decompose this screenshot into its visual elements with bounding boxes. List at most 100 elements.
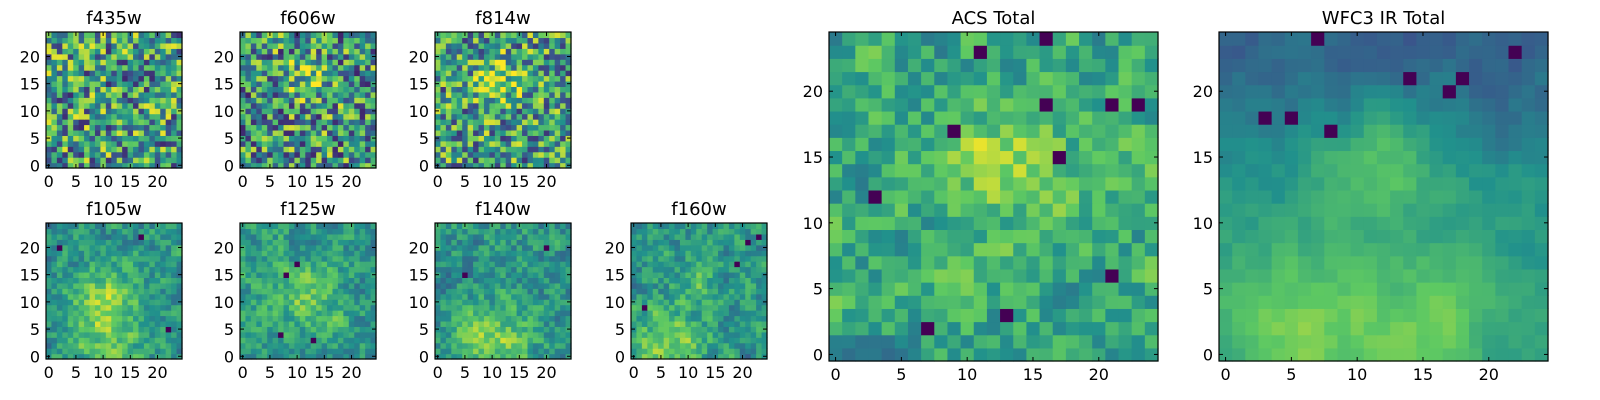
- heatmap-cell: [73, 124, 80, 131]
- y-tick-label: 5: [419, 129, 429, 148]
- heatmap-cell: [462, 250, 469, 257]
- heatmap-cell: [707, 266, 714, 273]
- heatmap-cell: [478, 53, 485, 60]
- heatmap-cell: [554, 129, 561, 136]
- heatmap-cell: [89, 129, 96, 136]
- heatmap-cell: [1052, 295, 1067, 309]
- heatmap-cell: [473, 48, 480, 55]
- heatmap-cell: [669, 277, 676, 284]
- heatmap-cell: [272, 42, 279, 49]
- heatmap-cell: [256, 233, 263, 240]
- heatmap-cell: [240, 288, 247, 295]
- heatmap-cell: [1052, 321, 1067, 336]
- heatmap-cell: [84, 86, 91, 93]
- heatmap-cell: [46, 228, 53, 235]
- heatmap-cell: [165, 223, 172, 230]
- heatmap-cell: [440, 151, 447, 158]
- heatmap-cell: [294, 129, 301, 136]
- y-tick-label: 5: [615, 320, 625, 339]
- x-tick-label: 0: [238, 172, 248, 191]
- heatmap-cell: [445, 266, 452, 273]
- heatmap-cell: [1144, 229, 1159, 244]
- heatmap-cell: [359, 80, 366, 87]
- heatmap-cell: [354, 102, 361, 109]
- heatmap-cell: [127, 157, 134, 164]
- heatmap-cell: [538, 244, 545, 251]
- heatmap-cell: [332, 129, 339, 136]
- heatmap-cell: [154, 151, 161, 158]
- heatmap-cell: [299, 59, 306, 66]
- heatmap-cell: [138, 86, 145, 93]
- heatmap-cell: [316, 250, 323, 257]
- heatmap-cell: [240, 48, 247, 55]
- heatmap-cell: [370, 239, 377, 246]
- heatmap-cell: [337, 282, 344, 289]
- heatmap-cell: [89, 146, 96, 153]
- heatmap-cell: [756, 293, 763, 300]
- heatmap-cell: [934, 321, 949, 336]
- heatmap-cell: [549, 266, 556, 273]
- heatmap-cell: [149, 299, 156, 306]
- heatmap-cell: [500, 64, 507, 71]
- heatmap-cell: [538, 228, 545, 235]
- heatmap-cell: [165, 162, 172, 169]
- heatmap-cell: [462, 42, 469, 49]
- heatmap-cell: [359, 348, 366, 355]
- heatmap-cell: [365, 277, 372, 284]
- heatmap-cell: [73, 129, 80, 136]
- heatmap-cell: [176, 37, 183, 44]
- heatmap-cell: [73, 113, 80, 120]
- heatmap-cell: [658, 250, 665, 257]
- heatmap-cell: [105, 37, 112, 44]
- heatmap-cell: [652, 353, 659, 360]
- heatmap-cell: [250, 310, 257, 317]
- heatmap-cell: [288, 86, 295, 93]
- x-tick-label: 15: [509, 363, 529, 382]
- heatmap-cell: [149, 239, 156, 246]
- heatmap-cell: [272, 342, 279, 349]
- heatmap-cell: [440, 108, 447, 115]
- heatmap-cell: [712, 331, 719, 338]
- heatmap-cell: [494, 239, 501, 246]
- heatmap-cell: [160, 315, 167, 322]
- heatmap-cell: [522, 108, 529, 115]
- heatmap-cell: [46, 151, 53, 158]
- heatmap-cell: [868, 216, 883, 230]
- heatmap-cell: [165, 146, 172, 153]
- heatmap-cell: [467, 271, 474, 278]
- heatmap-cell: [56, 140, 63, 147]
- heatmap-cell: [138, 244, 145, 251]
- heatmap-cell: [78, 119, 85, 126]
- heatmap-cell: [435, 119, 442, 126]
- heatmap-cell: [505, 304, 512, 311]
- heatmap-cell: [51, 310, 58, 317]
- heatmap-cell: [494, 151, 501, 158]
- heatmap-cell: [1013, 321, 1027, 336]
- heatmap-cell: [46, 37, 53, 44]
- heatmap-cell: [658, 266, 665, 273]
- heatmap-cell: [46, 348, 53, 355]
- heatmap-cell: [505, 48, 512, 55]
- heatmap-cell: [761, 261, 768, 268]
- heatmap-cell: [560, 59, 567, 66]
- heatmap-cell: [256, 151, 263, 158]
- heatmap-cell: [647, 299, 654, 306]
- heatmap-cell: [734, 320, 741, 327]
- heatmap-cell: [907, 295, 922, 309]
- heatmap-cell: [261, 282, 268, 289]
- heatmap-cell: [532, 108, 539, 115]
- heatmap-cell: [1065, 176, 1080, 191]
- heatmap-cell: [133, 53, 140, 60]
- heatmap-cell: [456, 223, 463, 230]
- heatmap-cell: [310, 53, 317, 60]
- heatmap-cell: [138, 353, 145, 360]
- heatmap-cell: [321, 64, 328, 71]
- heatmap-cell: [56, 342, 63, 349]
- heatmap-cell: [494, 113, 501, 120]
- heatmap-cell: [316, 32, 323, 39]
- heatmap-cell: [478, 261, 485, 268]
- heatmap-cell: [105, 310, 112, 317]
- heatmap-cell: [100, 135, 107, 142]
- heatmap-cell: [127, 64, 134, 71]
- heatmap-cell: [756, 233, 763, 240]
